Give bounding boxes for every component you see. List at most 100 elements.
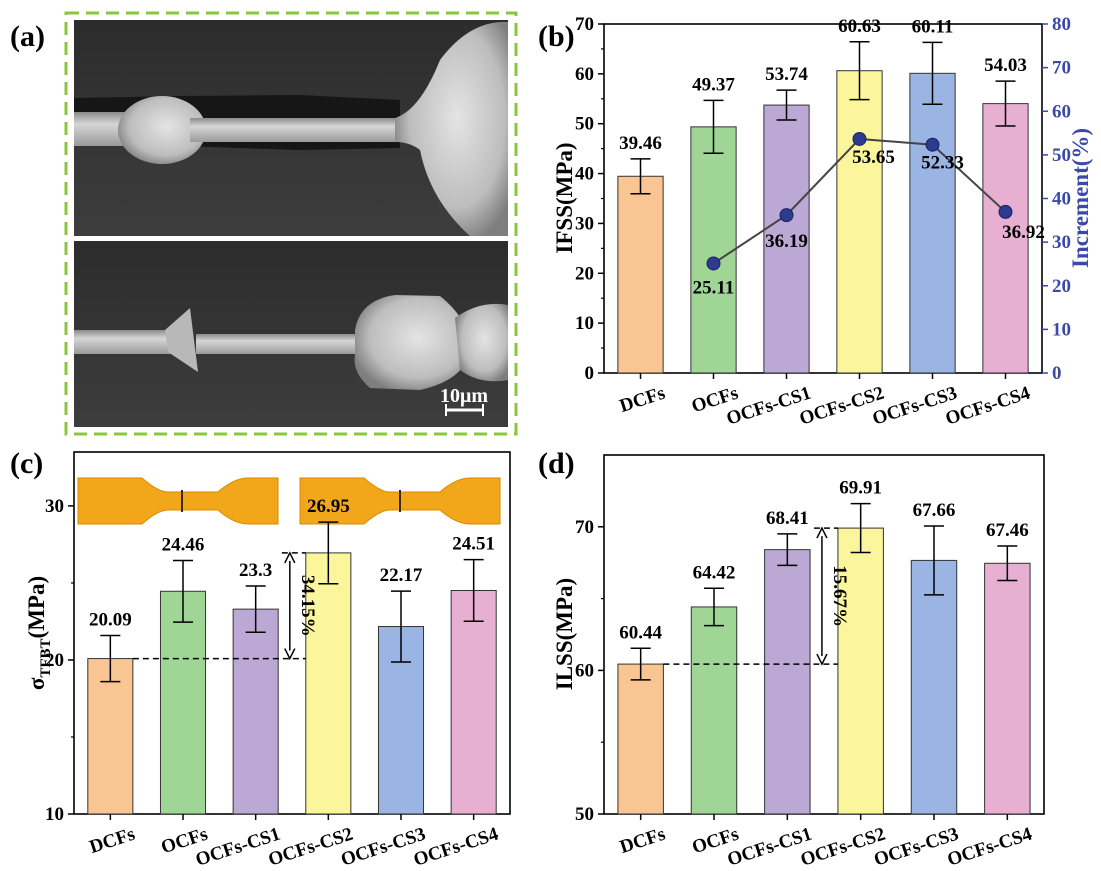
bar xyxy=(690,126,737,374)
bar xyxy=(377,626,425,815)
x-category-label: OCFs-CS3 xyxy=(338,824,428,871)
value-label: 26.95 xyxy=(307,496,350,517)
value-label: 53.74 xyxy=(765,64,808,85)
value-label: 69.91 xyxy=(839,478,882,499)
y-tick-label: 60 xyxy=(575,660,594,681)
y-tick-label: 20 xyxy=(575,263,594,284)
increment-label: 36.92 xyxy=(1002,222,1045,243)
x-category-label: DCFs xyxy=(617,824,668,858)
panel-b-label: (b) xyxy=(538,20,575,53)
increment-label: 52.33 xyxy=(921,153,964,174)
bar xyxy=(305,552,352,815)
bar xyxy=(159,590,207,815)
bar xyxy=(87,658,134,815)
y-tick-label: 70 xyxy=(575,517,594,538)
value-label: 67.46 xyxy=(986,520,1029,541)
x-category-label: OCFs-CS2 xyxy=(797,383,887,430)
panel-a-label: (a) xyxy=(10,20,45,53)
bar xyxy=(984,562,1031,815)
value-label: 39.46 xyxy=(619,133,662,154)
x-category-label: OCFs xyxy=(159,824,211,859)
bar xyxy=(232,608,279,815)
bar xyxy=(617,175,664,374)
y-tick-label: 70 xyxy=(575,14,594,35)
y-tick-label: 0 xyxy=(585,363,595,384)
y2-tick-label: 50 xyxy=(1052,145,1071,166)
increment-point xyxy=(998,204,1013,219)
plot-frame xyxy=(603,454,1045,815)
bar xyxy=(763,104,810,374)
panel-c-label: (c) xyxy=(10,447,44,480)
increment-point xyxy=(852,131,867,146)
value-label: 24.51 xyxy=(452,534,495,555)
y-tick-label: 10 xyxy=(45,804,64,825)
y2-tick-label: 10 xyxy=(1052,319,1071,340)
sem-frame: 10μm xyxy=(64,11,518,436)
y-tick-label: 20 xyxy=(45,650,64,671)
increment-label: 36.19 xyxy=(765,231,808,252)
y-tick-label: 50 xyxy=(575,804,594,825)
value-label: 20.09 xyxy=(89,609,132,630)
value-label: 68.41 xyxy=(766,508,809,529)
arrowhead-up xyxy=(284,551,296,564)
increment-line xyxy=(712,137,1007,265)
x-category-label: OCFs-CS2 xyxy=(798,824,888,871)
x-category-label: DCFs xyxy=(617,383,668,417)
value-label: 23.3 xyxy=(239,560,272,581)
x-category-label: OCFs xyxy=(690,824,742,859)
y2-tick-label: 80 xyxy=(1052,14,1071,35)
dashed-frame xyxy=(64,11,518,436)
y-axis-label: IFSS(MPa) xyxy=(552,142,577,253)
y-axis-label-main: σ xyxy=(24,677,49,690)
y2-tick-label: 20 xyxy=(1052,276,1071,297)
x-category-label: OCFs-CS4 xyxy=(943,382,1033,429)
sem-image-top xyxy=(74,20,508,237)
panel-a: (a) xyxy=(0,0,540,440)
arrowhead-down xyxy=(284,648,296,661)
value-label: 67.66 xyxy=(913,500,956,521)
y-tick-label: 10 xyxy=(575,313,594,334)
y2-axis-label: Increment(%) xyxy=(1068,128,1093,268)
increment-label: 25.11 xyxy=(693,277,735,298)
x-category-label: OCFs-CS4 xyxy=(411,823,501,870)
bar xyxy=(450,589,497,815)
x-category-label: OCFs-CS4 xyxy=(945,823,1035,870)
scale-bar-label: 10μm xyxy=(440,385,488,407)
y2-tick-label: 70 xyxy=(1052,58,1071,79)
bar xyxy=(837,527,884,815)
y2-tick-label: 40 xyxy=(1052,189,1071,210)
increment-point xyxy=(779,208,794,223)
bar xyxy=(836,70,883,374)
x-category-label: OCFs-CS2 xyxy=(266,824,356,871)
x-category-label: OCFs-CS1 xyxy=(724,383,814,430)
bar xyxy=(690,606,738,815)
y-axis-label-unit: (MPa) xyxy=(24,576,49,639)
bar xyxy=(617,663,664,815)
y-tick-label: 50 xyxy=(575,114,594,135)
value-label: 60.44 xyxy=(619,622,662,643)
bar xyxy=(982,103,1029,374)
y-axis-label: σTFBT(MPa) xyxy=(24,576,54,690)
value-label: 60.11 xyxy=(912,16,954,37)
y-tick-label: 60 xyxy=(575,64,594,85)
increment-point xyxy=(925,137,940,152)
plot-frame xyxy=(603,23,1043,374)
annotation-label: 34.15% xyxy=(297,575,318,637)
x-category-label: OCFs-CS1 xyxy=(193,824,283,871)
y2-tick-label: 30 xyxy=(1052,232,1071,253)
y-axis-label-sub: TFBT xyxy=(38,638,54,677)
x-category-label: OCFs-CS3 xyxy=(870,383,960,430)
increment-label: 53.65 xyxy=(852,147,895,168)
value-label: 24.46 xyxy=(162,534,205,555)
bar xyxy=(764,549,811,815)
y-tick-label: 40 xyxy=(575,164,594,185)
y-axis-label: ILSS(MPa) xyxy=(552,578,577,690)
value-label: 60.63 xyxy=(838,16,881,37)
specimen-photo-left xyxy=(77,477,279,525)
increment-point xyxy=(706,256,721,271)
panel-d-label: (d) xyxy=(538,447,575,480)
value-label: 22.17 xyxy=(380,565,423,586)
y-tick-label: 30 xyxy=(45,496,64,517)
value-label: 64.42 xyxy=(693,562,736,583)
x-category-label: DCFs xyxy=(87,824,138,858)
